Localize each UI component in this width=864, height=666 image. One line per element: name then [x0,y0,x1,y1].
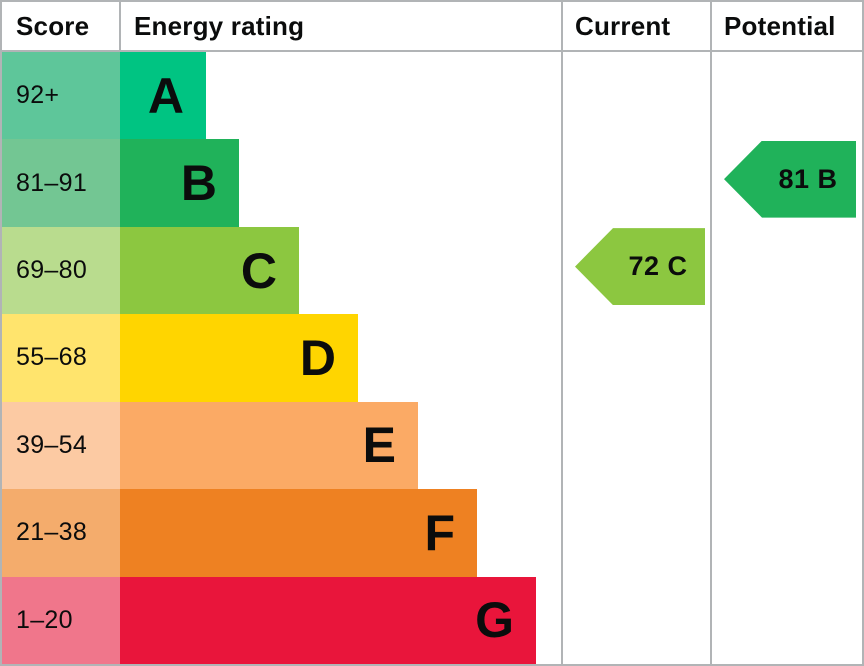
energy-rating-column-header: Energy rating [134,10,305,41]
score-range-b: 81–91 [2,139,120,227]
band-row-a: 92+ A [2,52,561,140]
potential-rating-arrow: 81 B [724,140,856,218]
rating-bar-f: F [120,489,477,577]
potential-column-header: Potential [724,10,836,41]
rating-bar-g: G [120,576,536,664]
rating-bands: 92+ A 81–91 B 69–80 C 55–68 D 39–54 E 21… [2,52,561,664]
current-rating-arrow: 72 C [575,228,705,306]
band-row-c: 69–80 C [2,226,561,315]
score-rating-divider [119,2,121,50]
band-row-b: 81–91 B [2,139,561,227]
current-column-header: Current [575,10,671,41]
band-row-f: 21–38 F [2,489,561,577]
score-range-a: 92+ [2,52,120,140]
rating-bar-d: D [120,314,358,402]
rating-bar-b: B [120,139,239,227]
score-range-e: 39–54 [2,401,120,490]
header-bottom-rule [2,50,862,52]
rating-bar-c: C [120,226,299,315]
score-range-d: 55–68 [2,314,120,402]
band-row-g: 1–20 G [2,576,561,664]
band-row-d: 55–68 D [2,314,561,402]
score-range-c: 69–80 [2,226,120,315]
rating-bar-e: E [120,401,418,490]
potential-column-divider [710,2,712,664]
band-row-e: 39–54 E [2,401,561,490]
score-column-header: Score [16,10,90,41]
current-column-divider [561,2,563,664]
rating-bar-a: A [120,52,206,140]
score-range-g: 1–20 [2,576,120,664]
score-range-f: 21–38 [2,489,120,577]
